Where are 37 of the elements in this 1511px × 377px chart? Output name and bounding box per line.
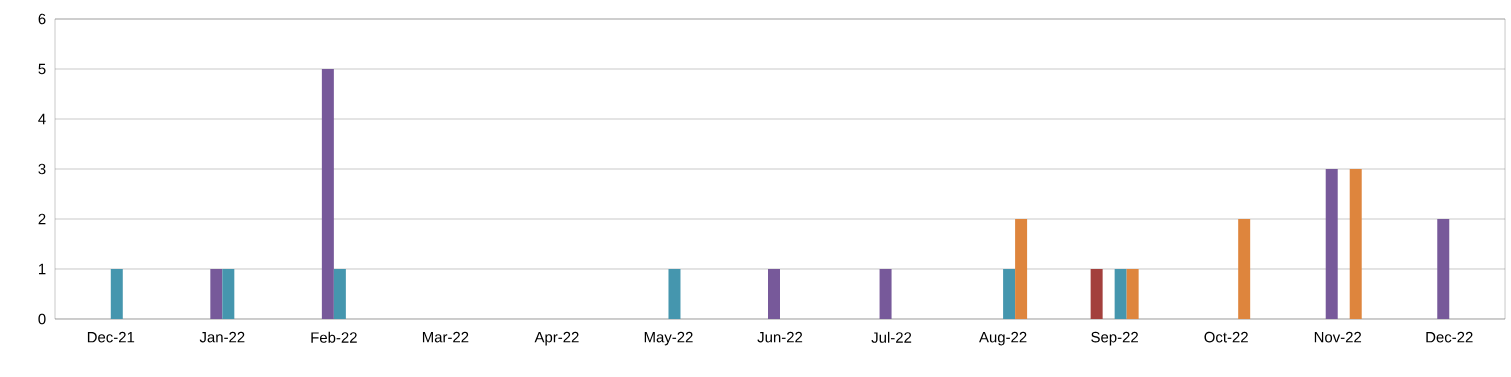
bar [1437, 219, 1450, 319]
x-tick-label: Mar-22 [422, 331, 469, 343]
bar [222, 269, 235, 319]
bar [321, 69, 334, 319]
x-tick-label: Sep-22 [1091, 331, 1138, 346]
bar [1325, 169, 1338, 319]
bar [768, 269, 781, 319]
bar [1126, 269, 1139, 319]
bar [1090, 269, 1103, 319]
x-tick-label: Jun-22 [757, 331, 803, 343]
y-tick-label: 2 [38, 213, 46, 225]
x-tick-label: Oct-22 [1204, 331, 1248, 343]
x-tick-label: Dec-22 [1426, 331, 1473, 343]
x-tick-label: Jan-22 [199, 331, 245, 343]
y-tick-label: 0 [38, 313, 46, 325]
bar [1003, 269, 1016, 319]
y-tick-label: 4 [38, 113, 46, 125]
bar [1114, 269, 1127, 319]
bar [1349, 169, 1362, 319]
bar [668, 269, 681, 319]
x-tick-label: Jul-22 [871, 331, 912, 343]
x-tick-label: Aug-22 [979, 331, 1027, 346]
x-tick-label: May-22 [644, 331, 693, 346]
bar [879, 269, 892, 319]
y-tick-label: 6 [38, 13, 46, 25]
x-tick-label: Feb-22 [311, 331, 357, 343]
y-tick-label: 5 [38, 63, 46, 75]
y-tick-label: 3 [38, 163, 46, 175]
bar [1015, 219, 1028, 319]
bar [210, 269, 223, 319]
y-tick-label: 1 [38, 263, 46, 275]
bar [110, 269, 123, 319]
x-tick-label: Nov-22 [1314, 331, 1362, 343]
bar [1238, 219, 1251, 319]
x-tick-label: Dec-21 [87, 331, 135, 343]
bar [333, 269, 346, 319]
x-tick-label: Apr-22 [534, 331, 579, 346]
